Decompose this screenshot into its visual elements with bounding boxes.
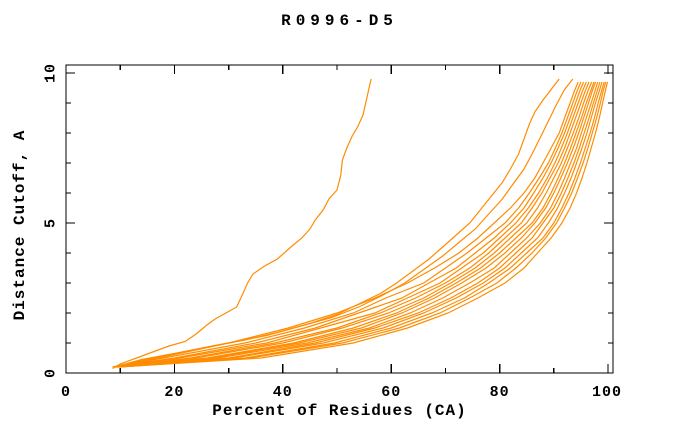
model-curve-15 — [117, 81, 605, 368]
y-tick-label: 5 — [43, 218, 60, 228]
x-tick-label: 60 — [381, 384, 401, 401]
model-curve-14 — [117, 81, 603, 368]
model-curve-07 — [113, 81, 587, 368]
model-curve-06 — [113, 81, 585, 368]
model-curve-09 — [114, 81, 593, 368]
x-axis-label: Percent of Residues (CA) — [212, 402, 467, 420]
y-axis-label: Distance Cutoff, A — [11, 129, 29, 321]
x-tick-label: 20 — [164, 384, 184, 401]
model-curve-04 — [112, 81, 579, 368]
chart-title: R0996-D5 — [281, 12, 398, 30]
model-curve-11 — [115, 81, 597, 368]
x-tick-label: 40 — [273, 384, 293, 401]
x-tick-label: 80 — [490, 384, 510, 401]
y-tick-label: 0 — [43, 368, 60, 378]
plot-frame — [65, 64, 614, 374]
x-tick-label: 0 — [61, 384, 71, 401]
model-curve-13 — [116, 81, 601, 368]
model-curve-17 — [120, 81, 609, 368]
model-curve-12 — [116, 81, 599, 368]
model-curve-10 — [115, 81, 595, 368]
x-tick-label: 100 — [592, 384, 622, 401]
y-tick-label: 10 — [43, 63, 60, 83]
model-curve-03 — [113, 78, 574, 368]
model-curve-01 — [112, 78, 372, 370]
model-curve-16 — [119, 81, 607, 368]
model-curve-05 — [112, 81, 582, 368]
model-curve-08 — [114, 81, 590, 368]
